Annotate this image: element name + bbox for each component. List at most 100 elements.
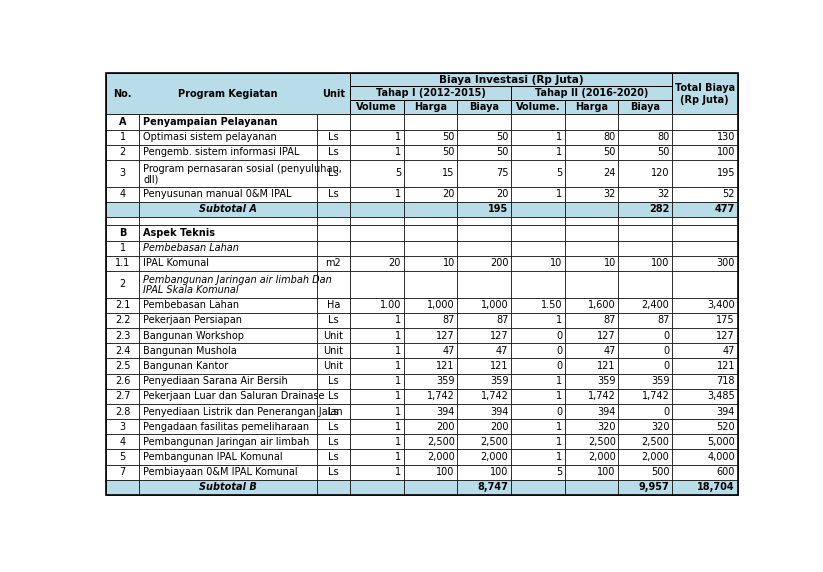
Bar <box>350 114 403 130</box>
Bar <box>511 114 565 130</box>
Bar <box>350 202 403 217</box>
Bar <box>511 130 565 145</box>
Bar <box>350 328 403 343</box>
Bar <box>511 225 565 241</box>
Text: 5: 5 <box>119 452 126 462</box>
Bar <box>458 464 511 480</box>
Bar <box>672 434 737 450</box>
Text: Pekerjaan Luar dan Saluran Drainase: Pekerjaan Luar dan Saluran Drainase <box>143 391 324 402</box>
Text: 50: 50 <box>603 148 616 157</box>
Bar <box>139 404 317 419</box>
Bar <box>458 186 511 202</box>
Bar <box>317 450 350 464</box>
Bar <box>511 404 565 419</box>
Bar <box>106 419 139 434</box>
Text: Pengemb. sistem informasi IPAL: Pengemb. sistem informasi IPAL <box>143 148 300 157</box>
Text: 2,500: 2,500 <box>481 437 509 447</box>
Bar <box>106 225 139 241</box>
Bar <box>106 297 139 313</box>
Text: 5: 5 <box>556 168 562 178</box>
Bar <box>403 271 458 297</box>
Text: 1.50: 1.50 <box>541 300 562 310</box>
Text: 394: 394 <box>436 407 455 416</box>
Bar <box>317 145 350 160</box>
Bar <box>106 160 139 186</box>
Text: 359: 359 <box>490 376 509 386</box>
Text: 0: 0 <box>663 345 669 356</box>
Bar <box>139 389 317 404</box>
Text: 1: 1 <box>556 132 562 142</box>
Bar <box>618 217 672 225</box>
Bar <box>139 271 317 297</box>
Text: 1.1: 1.1 <box>115 259 130 268</box>
Bar <box>458 389 511 404</box>
Bar <box>317 464 350 480</box>
Bar <box>106 256 139 271</box>
Text: 1: 1 <box>556 189 562 199</box>
Text: Pembiayaan 0&M IPAL Komunal: Pembiayaan 0&M IPAL Komunal <box>143 467 298 477</box>
Text: 2,500: 2,500 <box>427 437 455 447</box>
Bar <box>458 241 511 256</box>
Text: 282: 282 <box>649 204 669 214</box>
Bar <box>106 313 139 328</box>
Bar <box>511 343 565 358</box>
Bar <box>565 100 618 114</box>
Text: Optimasi sistem pelayanan: Optimasi sistem pelayanan <box>143 132 277 142</box>
Bar <box>317 217 350 225</box>
Bar <box>403 256 458 271</box>
Text: Subtotal B: Subtotal B <box>199 483 257 492</box>
Bar <box>618 358 672 374</box>
Text: 1: 1 <box>556 422 562 432</box>
Bar <box>106 130 139 145</box>
Bar <box>403 434 458 450</box>
Text: IPAL Komunal: IPAL Komunal <box>143 259 209 268</box>
Text: 2,000: 2,000 <box>642 452 669 462</box>
Bar <box>672 145 737 160</box>
Text: 1: 1 <box>556 452 562 462</box>
Text: 1,600: 1,600 <box>588 300 616 310</box>
Bar <box>139 374 317 389</box>
Text: 1: 1 <box>395 407 401 416</box>
Bar <box>317 343 350 358</box>
Text: 520: 520 <box>716 422 735 432</box>
Text: 0: 0 <box>556 361 562 371</box>
Bar <box>565 297 618 313</box>
Bar <box>106 186 139 202</box>
Bar <box>458 358 511 374</box>
Bar <box>458 225 511 241</box>
Bar <box>458 328 511 343</box>
Bar <box>458 374 511 389</box>
Text: 1.00: 1.00 <box>379 300 401 310</box>
Bar <box>565 450 618 464</box>
Bar <box>458 160 511 186</box>
Bar <box>317 434 350 450</box>
Text: Ls: Ls <box>328 437 339 447</box>
Bar <box>511 186 565 202</box>
Bar <box>350 217 403 225</box>
Bar <box>618 145 672 160</box>
Bar <box>458 256 511 271</box>
Bar <box>672 464 737 480</box>
Text: 394: 394 <box>597 407 616 416</box>
Bar <box>317 271 350 297</box>
Bar <box>672 73 737 114</box>
Bar <box>618 434 672 450</box>
Text: 52: 52 <box>723 189 735 199</box>
Text: Aspek Teknis: Aspek Teknis <box>143 228 215 238</box>
Text: 1: 1 <box>395 391 401 402</box>
Bar <box>403 297 458 313</box>
Bar <box>403 160 458 186</box>
Text: 2: 2 <box>119 279 126 289</box>
Text: Ls: Ls <box>328 391 339 402</box>
Text: Subtotal A: Subtotal A <box>199 204 257 214</box>
Text: Ls: Ls <box>328 189 339 199</box>
Bar <box>565 404 618 419</box>
Text: 300: 300 <box>717 259 735 268</box>
Bar <box>618 202 672 217</box>
Text: 80: 80 <box>658 132 669 142</box>
Bar <box>403 313 458 328</box>
Text: 600: 600 <box>717 467 735 477</box>
Bar <box>403 241 458 256</box>
Bar <box>672 186 737 202</box>
Text: Ls: Ls <box>328 168 339 178</box>
